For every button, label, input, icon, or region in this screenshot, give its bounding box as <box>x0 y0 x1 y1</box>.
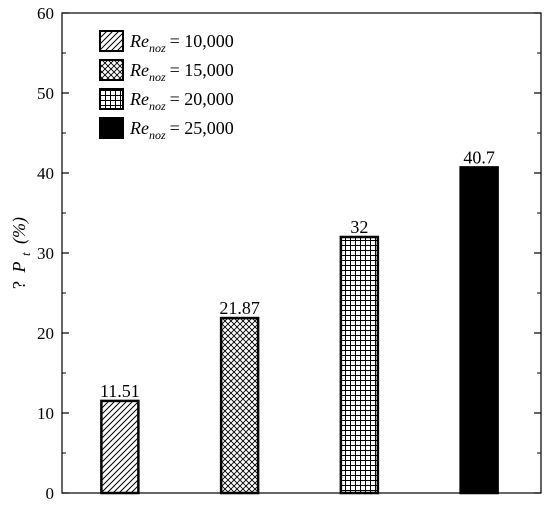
legend-swatch-3 <box>99 88 124 110</box>
y-axis-label-prefix: ? <box>9 281 29 289</box>
bar-2 <box>219 316 260 495</box>
y-tick-label: 50 <box>37 84 54 103</box>
legend-label-3: Renoz = 20,000 <box>129 89 234 113</box>
data-label-2: 21.87 <box>219 298 260 318</box>
data-label-1: 11.51 <box>100 381 140 401</box>
y-axis-label: ? P t (%) <box>9 217 34 289</box>
y-axis-label-subscript: t <box>18 252 33 256</box>
legend-label-2: Renoz = 15,000 <box>129 60 234 84</box>
y-tick-label: 30 <box>37 244 54 263</box>
legend-label-4: Renoz = 25,000 <box>129 118 234 142</box>
legend-swatch-2 <box>99 59 124 81</box>
data-label-4: 40.7 <box>463 147 495 167</box>
legend-swatch-1 <box>99 30 124 52</box>
data-label-3: 32 <box>350 217 368 237</box>
bar-3 <box>339 235 380 495</box>
legend-label-1: Renoz = 10,000 <box>129 31 234 55</box>
y-tick-label: 40 <box>37 164 54 183</box>
legend: Renoz = 10,000 Renoz = 15,000 Renoz = 20,000 R… <box>99 30 234 142</box>
legend-swatch-4 <box>99 117 124 139</box>
y-tick-label: 0 <box>46 484 55 503</box>
y-axis-label-symbol: P <box>9 262 29 274</box>
y-tick-label: 10 <box>37 404 54 423</box>
y-axis-label-unit: (%) <box>9 217 30 244</box>
bar-4 <box>459 166 499 495</box>
y-tick-label: 60 <box>37 4 54 23</box>
y-tick-label: 20 <box>37 324 54 343</box>
y-axis: 0 10 20 30 40 50 60 <box>37 4 541 503</box>
bars-group <box>100 166 499 495</box>
data-labels-group: 11.51 21.87 32 40.7 <box>100 147 495 401</box>
bar-1 <box>100 399 140 495</box>
